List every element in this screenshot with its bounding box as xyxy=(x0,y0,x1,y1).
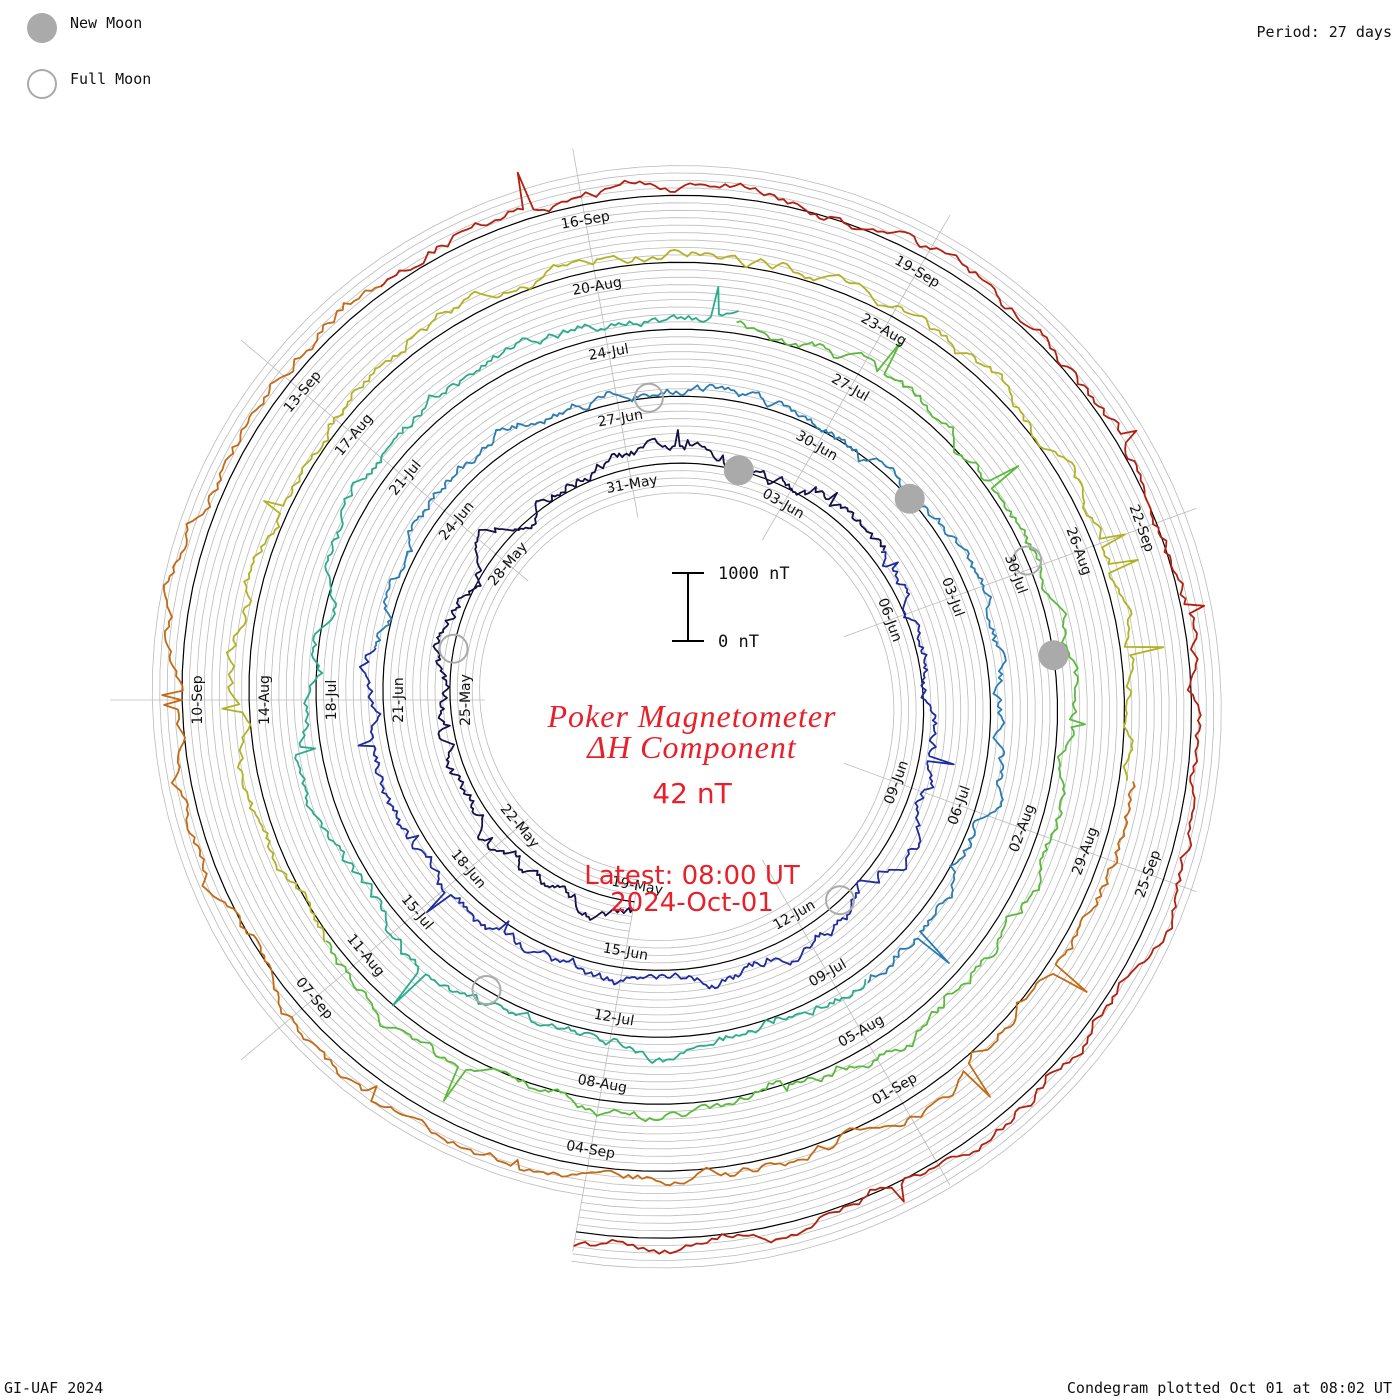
date-label: 12-Jul xyxy=(593,1007,636,1030)
new-moon-icon xyxy=(27,13,57,43)
date-label: 19-Sep xyxy=(892,253,943,292)
grid-ring xyxy=(151,165,1222,1269)
full-moon-marker xyxy=(1012,545,1043,576)
series-line-5 xyxy=(325,320,1086,1122)
date-label: 12-Jun xyxy=(771,897,818,934)
date-label: 20-Aug xyxy=(571,274,623,298)
baseline-spiral xyxy=(181,194,1193,1239)
plotted-label: Condegram plotted Oct 01 at 08:02 UT xyxy=(1066,1379,1392,1397)
date-label: 02-Aug xyxy=(1006,802,1038,854)
grid-ring xyxy=(174,187,1200,1247)
date-label: 22-Sep xyxy=(1125,503,1157,555)
date-label: 03-Jul xyxy=(938,575,967,619)
date-label: 01-Sep xyxy=(869,1070,920,1109)
full-moon-marker xyxy=(438,633,469,664)
chart-title: Poker Magnetometer xyxy=(546,698,836,734)
scale-bar: 1000 nT 0 nT xyxy=(672,564,790,652)
series-line-4 xyxy=(294,286,867,1064)
full-moon-marker xyxy=(825,885,855,916)
date-label: 18-Jul xyxy=(324,680,340,721)
grid-spoke xyxy=(762,860,951,1186)
date-label: 27-Jul xyxy=(829,371,872,405)
date-label: 14-Aug xyxy=(257,675,273,725)
credit-label: GI-UAF 2024 xyxy=(4,1379,104,1397)
date-label: 29-Aug xyxy=(1069,825,1101,877)
date-label: 25-Sep xyxy=(1132,848,1164,900)
series-line-6 xyxy=(221,249,1165,943)
grid-ring xyxy=(211,224,1163,1209)
grid-ring xyxy=(203,217,1170,1217)
scale-bar-top-label: 1000 nT xyxy=(718,564,790,584)
grid-spoke xyxy=(572,148,639,518)
date-label: 07-Sep xyxy=(292,974,336,1022)
date-label: 03-Jun xyxy=(759,486,806,523)
date-label: 09-Jul xyxy=(806,956,849,990)
latest-time: Latest: 08:00 UT xyxy=(584,861,800,891)
date-label: 23-Aug xyxy=(858,311,909,350)
full-moon-marker xyxy=(471,975,502,1005)
grid-ring xyxy=(189,202,1185,1232)
latest-date: 2024-Oct-01 xyxy=(610,888,774,918)
grid-ring xyxy=(196,209,1177,1224)
grid-spoke xyxy=(240,339,529,582)
series-line-2 xyxy=(357,551,955,990)
date-label: 16-Sep xyxy=(560,208,611,232)
date-label: 27-Jun xyxy=(597,407,645,431)
date-label: 31-May xyxy=(605,472,659,497)
new-moon-marker xyxy=(1038,640,1069,671)
current-value: 42 nT xyxy=(652,777,732,810)
full-moon-marker xyxy=(633,382,664,413)
grid-spoke xyxy=(843,762,1197,892)
date-label: 10-Sep xyxy=(190,675,206,724)
date-label: 21-Jul xyxy=(386,457,424,498)
series-line-7 xyxy=(161,285,1136,1187)
moon-layer xyxy=(438,382,1069,1005)
full-moon-label: Full Moon xyxy=(70,70,152,88)
new-moon-marker xyxy=(894,483,925,514)
date-label: 26-Aug xyxy=(1062,525,1094,577)
grid-spoke xyxy=(240,818,529,1061)
series-line-3 xyxy=(373,383,1007,984)
date-label: 21-Jun xyxy=(391,677,407,723)
grid-spoke xyxy=(762,214,951,540)
date-label: 17-Aug xyxy=(332,411,376,460)
baseline-layer xyxy=(181,194,1193,1239)
date-label: 24-Jul xyxy=(587,341,630,364)
date-label: 06-Jun xyxy=(874,596,905,644)
chart-subtitle: ΔH Component xyxy=(585,729,797,765)
full-moon-icon xyxy=(27,69,57,99)
grid-ring xyxy=(166,180,1207,1254)
period-label: Period: 27 days xyxy=(1256,23,1392,41)
date-label: 15-Jul xyxy=(398,892,436,933)
new-moon-label: New Moon xyxy=(70,14,143,32)
date-label: 25-May xyxy=(458,674,474,726)
scale-bar-bottom-label: 0 nT xyxy=(718,632,759,652)
grid-spoke xyxy=(572,882,639,1252)
date-label: 15-Jun xyxy=(602,940,650,964)
date-label: 05-Aug xyxy=(836,1012,887,1051)
series-line-8 xyxy=(380,171,1206,1255)
new-moon-marker xyxy=(723,455,754,486)
series-layer xyxy=(161,171,1206,1255)
